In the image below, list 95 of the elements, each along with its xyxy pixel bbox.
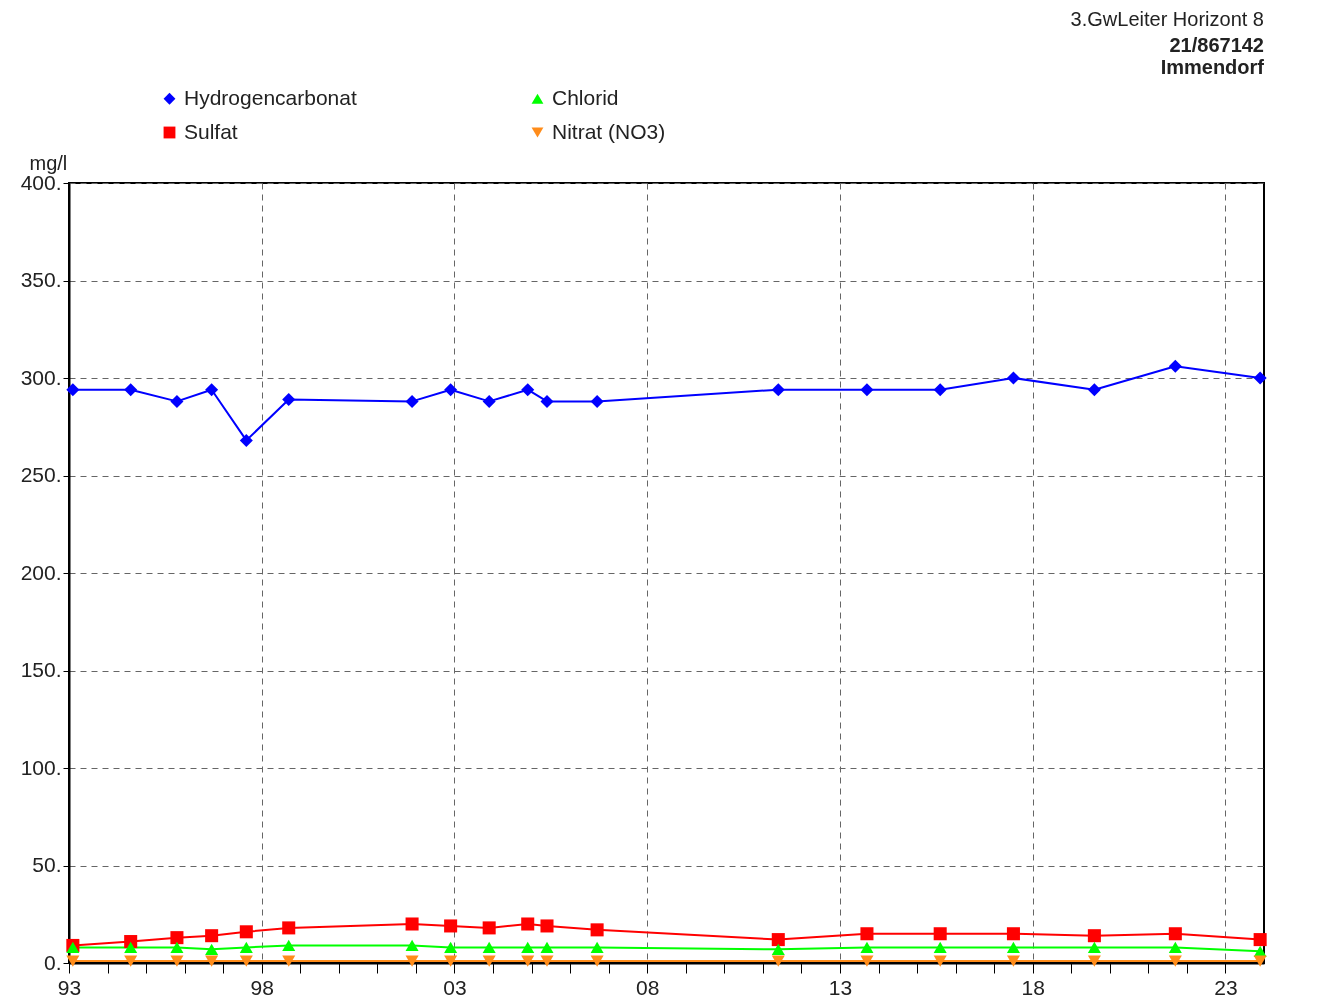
point [540,941,554,954]
point [860,941,874,954]
point [933,955,947,967]
x-tick-label: 98 [250,975,274,999]
point [482,921,496,935]
point [521,917,535,931]
point [1168,927,1182,941]
point [239,955,253,967]
x-tick-label: 18 [1021,975,1045,999]
point [170,394,184,408]
point [1087,941,1101,954]
point [1006,941,1020,954]
y-tick-label: 350. [20,268,62,291]
point [170,955,184,967]
point [124,383,138,397]
point [444,955,458,967]
legend-label: Chlorid [552,85,619,109]
x-tick-label: 93 [57,975,82,999]
point [66,383,80,397]
point [282,955,296,967]
point [405,394,419,408]
point [239,925,253,939]
y-tick-label: 300. [20,365,62,389]
point [540,394,554,408]
chart-title: 3.GwLeiter Horizont 8 [1070,8,1264,30]
legend-label: Sulfat [184,119,238,143]
point [521,955,535,967]
point [1087,929,1101,943]
point [444,941,458,954]
legend-label: Nitrat (NO3) [552,119,666,143]
point [1253,955,1267,967]
x-tick-label: 23 [1214,975,1238,999]
y-axis-title: mg/l [29,151,68,174]
point [124,941,138,954]
point [860,955,874,967]
point [590,394,604,408]
point [1168,359,1182,373]
point [282,392,296,406]
point [521,941,535,954]
point [771,955,785,967]
legend-label: Hydrogencarbonat [184,85,357,109]
point [170,931,184,945]
point [1087,383,1101,397]
point [482,941,496,954]
point [860,383,874,397]
y-tick-label: 250. [20,463,62,486]
point [1006,955,1020,967]
point [444,383,458,397]
y-tick-label: 200. [20,560,62,584]
point [771,933,785,947]
text: 21/867142 [1169,34,1264,56]
point [540,955,554,967]
point [521,383,535,397]
point [590,923,604,937]
point [482,394,496,408]
text: Immendorf [1160,56,1265,78]
point [590,955,604,967]
point [405,917,419,931]
point [1253,371,1267,385]
point [590,941,604,954]
point [1087,955,1101,967]
point [1253,933,1267,947]
point [860,927,874,941]
point [170,941,184,954]
point [239,941,253,954]
point [771,943,785,955]
x-tick-label: 03 [443,975,467,999]
point [405,939,419,952]
point [933,927,947,941]
point [540,919,554,933]
point [1006,927,1020,941]
y-tick-label: 100. [20,755,62,779]
point [1006,371,1020,385]
point [771,383,785,397]
point [205,943,219,955]
point [205,955,219,967]
point [205,929,219,943]
point [66,955,80,967]
point [282,921,296,935]
point [1168,941,1182,954]
x-tick-label: 13 [828,975,853,999]
point [1168,955,1182,967]
y-tick-label: 150. [20,658,62,681]
y-tick-label: 50. [32,853,62,876]
point [405,955,419,967]
point [239,433,253,447]
point [205,383,219,397]
x-tick-label: 08 [636,975,660,999]
point [933,383,947,397]
point [124,955,138,967]
y-tick-label: 0. [43,950,62,974]
point [282,939,296,952]
point [933,941,947,954]
point [444,919,458,933]
point [482,955,496,967]
